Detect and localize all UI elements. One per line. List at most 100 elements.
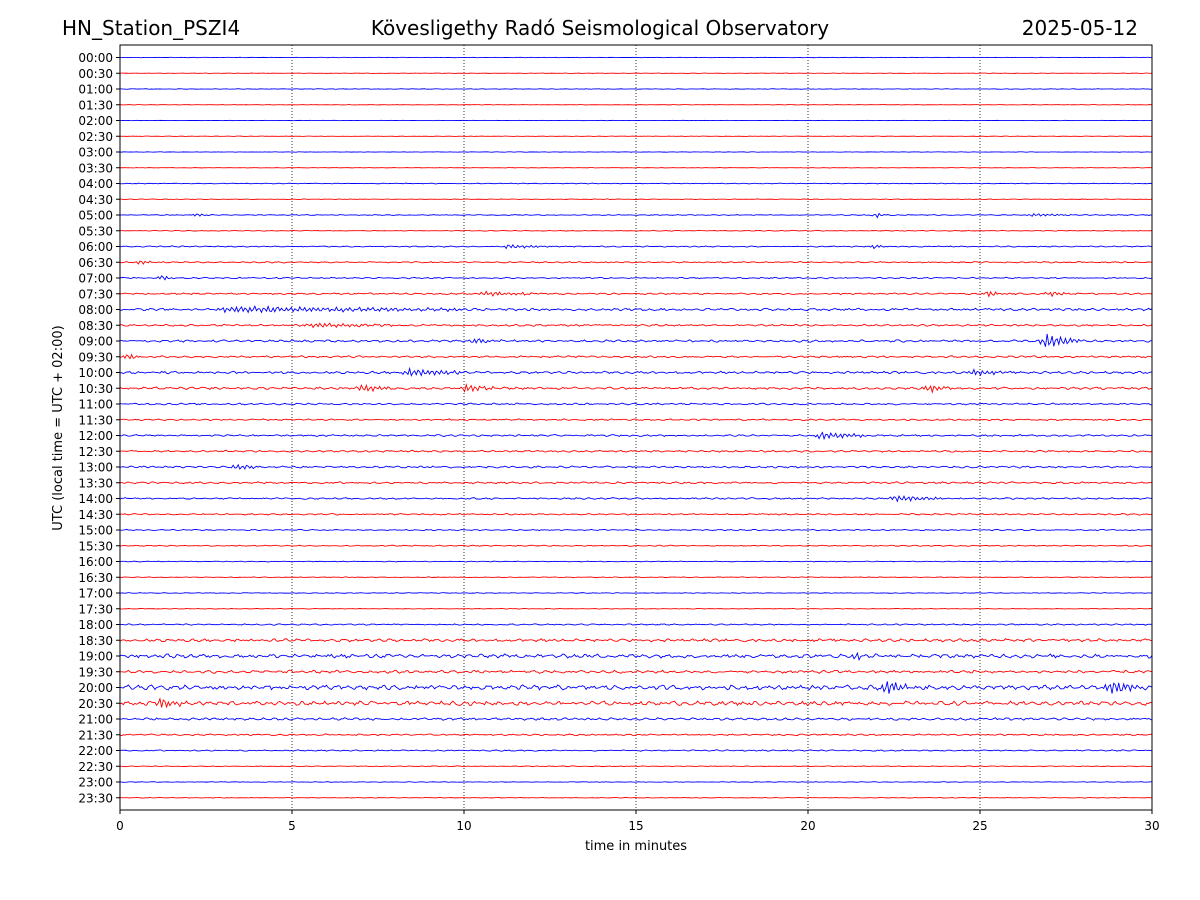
y-tick-label: 05:30 bbox=[78, 224, 113, 238]
y-tick-label: 06:30 bbox=[78, 256, 113, 270]
y-tick-label: 14:30 bbox=[78, 508, 113, 522]
x-ticks: 0 5 10 15 20 25 30 bbox=[116, 810, 1160, 833]
x-tick-label: 10 bbox=[456, 819, 471, 833]
trace-1500 bbox=[119, 528, 1153, 532]
trace-1100 bbox=[119, 402, 1153, 406]
y-tick-label: 13:00 bbox=[78, 461, 113, 475]
trace-1930 bbox=[119, 669, 1153, 674]
y-tick-label: 21:30 bbox=[78, 728, 113, 742]
trace-0530 bbox=[119, 229, 1153, 232]
y-tick-label: 04:30 bbox=[78, 193, 113, 207]
trace-layer bbox=[119, 56, 1153, 799]
trace-1030 bbox=[119, 383, 1153, 394]
trace-0430 bbox=[119, 198, 1153, 201]
y-tick-label: 19:00 bbox=[78, 650, 113, 664]
trace-2200 bbox=[119, 749, 1153, 752]
y-tick-label: 03:00 bbox=[78, 146, 113, 160]
y-tick-label: 23:00 bbox=[78, 776, 113, 790]
trace-0400 bbox=[119, 182, 1153, 185]
trace-2330 bbox=[119, 796, 1153, 799]
trace-1730 bbox=[119, 607, 1153, 610]
x-tick-label: 0 bbox=[116, 819, 124, 833]
trace-2100 bbox=[119, 717, 1153, 721]
y-tick-label: 16:00 bbox=[78, 555, 113, 569]
trace-0730 bbox=[119, 290, 1153, 298]
trace-1900 bbox=[119, 651, 1153, 662]
trace-1300 bbox=[119, 463, 1153, 470]
trace-0630 bbox=[119, 260, 1153, 265]
y-tick-label: 01:00 bbox=[78, 83, 113, 97]
x-tick-label: 20 bbox=[800, 819, 815, 833]
trace-0100 bbox=[119, 88, 1153, 90]
y-tick-label: 03:30 bbox=[78, 161, 113, 175]
y-tick-label: 22:00 bbox=[78, 744, 113, 758]
y-tick-label: 07:00 bbox=[78, 272, 113, 286]
trace-1530 bbox=[119, 544, 1153, 547]
y-tick-label: 20:30 bbox=[78, 697, 113, 711]
y-tick-label: 11:30 bbox=[78, 413, 113, 427]
trace-2230 bbox=[119, 765, 1153, 768]
trace-0500 bbox=[119, 212, 1153, 219]
y-tick-label: 22:30 bbox=[78, 760, 113, 774]
y-tick-label: 01:30 bbox=[78, 98, 113, 112]
x-tick-label: 5 bbox=[288, 819, 296, 833]
trace-1830 bbox=[119, 638, 1153, 643]
x-axis-label: time in minutes bbox=[585, 839, 687, 854]
y-tick-label: 10:30 bbox=[78, 382, 113, 396]
trace-1400 bbox=[119, 494, 1153, 503]
y-tick-label: 09:00 bbox=[78, 335, 113, 349]
trace-1200 bbox=[119, 431, 1153, 441]
y-tick-label: 07:30 bbox=[78, 287, 113, 301]
x-tick-label: 25 bbox=[972, 819, 987, 833]
y-tick-label: 02:30 bbox=[78, 130, 113, 144]
y-axis-label: UTC (local time = UTC + 02:00) bbox=[51, 325, 66, 530]
y-tick-label: 00:30 bbox=[78, 67, 113, 81]
x-tick-label: 30 bbox=[1144, 819, 1159, 833]
y-tick-label: 00:00 bbox=[78, 51, 113, 65]
trace-2030 bbox=[119, 697, 1153, 709]
trace-1000 bbox=[119, 366, 1153, 377]
trace-0900 bbox=[119, 333, 1153, 347]
y-tick-label: 20:00 bbox=[78, 681, 113, 695]
trace-1600 bbox=[119, 560, 1153, 563]
y-tick-label: 05:00 bbox=[78, 209, 113, 223]
y-tick-label: 12:00 bbox=[78, 429, 113, 443]
y-tick-label: 08:30 bbox=[78, 319, 113, 333]
trace-1430 bbox=[119, 513, 1153, 516]
y-tick-label: 10:00 bbox=[78, 366, 113, 380]
y-tick-label: 14:00 bbox=[78, 492, 113, 506]
trace-2300 bbox=[119, 781, 1153, 783]
plot-frame bbox=[119, 44, 1153, 811]
trace-1230 bbox=[119, 449, 1153, 453]
y-tick-label: 02:00 bbox=[78, 114, 113, 128]
date-label: 2025-05-12 bbox=[1021, 16, 1138, 40]
trace-1630 bbox=[119, 576, 1152, 579]
y-tick-label: 06:00 bbox=[78, 240, 113, 254]
trace-0830 bbox=[119, 322, 1153, 329]
y-tick-label: 19:30 bbox=[78, 665, 113, 679]
trace-1330 bbox=[119, 481, 1153, 485]
y-tick-label: 17:00 bbox=[78, 587, 113, 601]
trace-2000 bbox=[119, 681, 1153, 694]
y-tick-label: 15:30 bbox=[78, 539, 113, 553]
trace-1130 bbox=[119, 418, 1153, 422]
trace-0700 bbox=[119, 275, 1153, 281]
y-tick-label: 13:30 bbox=[78, 476, 113, 490]
y-tick-label: 23:30 bbox=[78, 791, 113, 805]
y-tick-label: 12:30 bbox=[78, 445, 113, 459]
grid-layer bbox=[291, 45, 981, 810]
y-tick-label: 15:00 bbox=[78, 524, 113, 538]
y-tick-label: 18:00 bbox=[78, 618, 113, 632]
trace-0600 bbox=[119, 244, 1153, 250]
y-tick-label: 18:30 bbox=[78, 634, 113, 648]
y-tick-label: 17:30 bbox=[78, 602, 113, 616]
chart-title: Kövesligethy Radó Seismological Observat… bbox=[370, 16, 830, 40]
trace-2130 bbox=[119, 733, 1153, 737]
y-tick-label: 16:30 bbox=[78, 571, 113, 585]
x-tick-label: 15 bbox=[628, 819, 643, 833]
y-tick-label: 04:00 bbox=[78, 177, 113, 191]
y-tick-label: 08:00 bbox=[78, 303, 113, 317]
station-name: HN_Station_PSZI4 bbox=[62, 16, 241, 40]
